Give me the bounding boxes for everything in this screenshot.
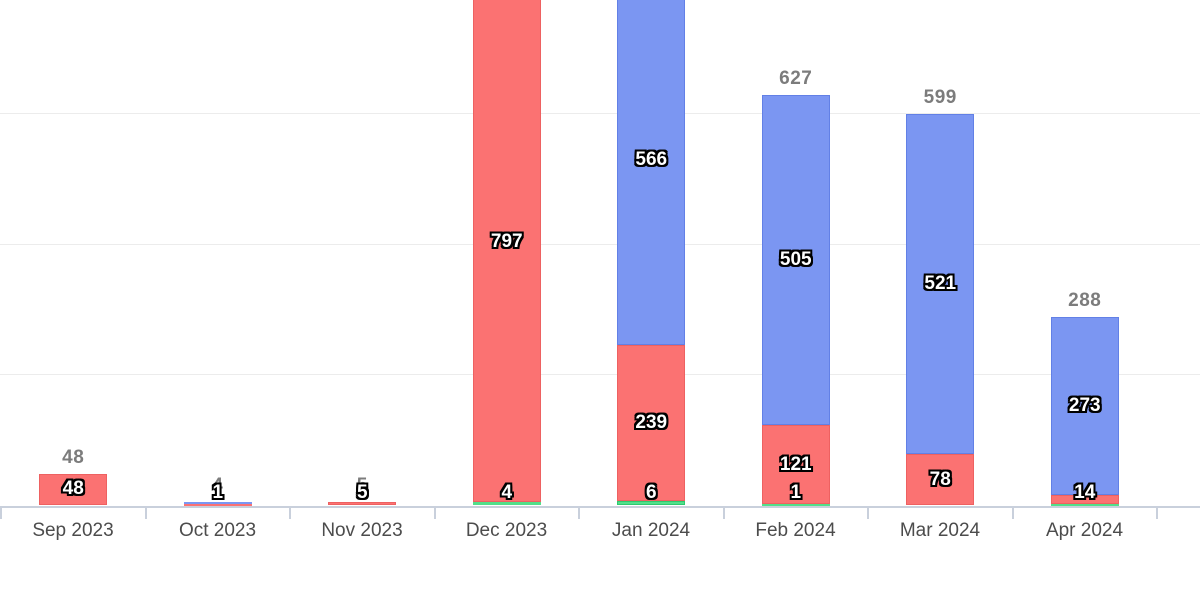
x-axis-tick (289, 506, 291, 519)
x-axis-tick (1011, 506, 1014, 519)
bar-segment-red[interactable] (906, 454, 975, 505)
bar-segment-blue[interactable] (617, 0, 686, 345)
bar-total-value: 288 (1068, 289, 1102, 311)
x-axis-label: Jan 2024 (611, 520, 691, 541)
x-axis-tick (0, 506, 2, 519)
x-axis-label: Oct 2023 (178, 520, 257, 541)
bar-segment-value: 5 (356, 482, 368, 503)
x-axis-tick (578, 506, 580, 519)
bar-segment-blue[interactable] (1050, 316, 1119, 496)
x-axis-label: Feb 2024 (755, 520, 836, 541)
x-axis-tick (433, 506, 436, 519)
bar-segment-green[interactable] (472, 502, 541, 505)
bar-segment-red[interactable] (761, 425, 830, 505)
bar-segment-value: 1 (212, 482, 224, 503)
gridline (0, 113, 1200, 115)
bar-segment-red[interactable] (39, 473, 108, 505)
bar-segment-green[interactable] (761, 504, 830, 506)
bar-segment-green[interactable] (617, 501, 686, 505)
x-axis-tick (1156, 506, 1158, 519)
x-axis-tick (867, 506, 869, 519)
x-axis-label: Apr 2024 (1045, 520, 1124, 541)
gridline (0, 243, 1200, 245)
bar-segment-red[interactable] (1050, 495, 1119, 505)
x-axis-label: Mar 2024 (899, 520, 981, 541)
bar-segment-blue[interactable] (183, 502, 252, 505)
x-axis-tick (722, 506, 725, 519)
x-axis-label: Nov 2023 (321, 520, 403, 541)
bar-total-value: 4 (212, 475, 224, 497)
x-axis-label: Dec 2023 (465, 520, 548, 541)
gridline (0, 374, 1200, 376)
bar-total-value: 5 (356, 474, 368, 496)
bar-segment-red[interactable] (472, 0, 541, 503)
bar-segment-blue[interactable] (761, 95, 830, 426)
bar-segment-red[interactable] (617, 344, 686, 502)
x-axis-tick (144, 506, 147, 519)
x-axis-label: Sep 2023 (32, 520, 114, 541)
bar-segment-blue[interactable] (906, 113, 975, 455)
x-axis-line (0, 505, 1200, 508)
bar-total-value: 599 (923, 86, 957, 108)
bar-segment-red[interactable] (183, 504, 252, 506)
bar-segment-green[interactable] (1050, 504, 1119, 506)
bar-total-value: 627 (779, 68, 813, 90)
bar-segment-red[interactable] (328, 501, 397, 505)
bar-total-value: 48 (62, 446, 85, 468)
